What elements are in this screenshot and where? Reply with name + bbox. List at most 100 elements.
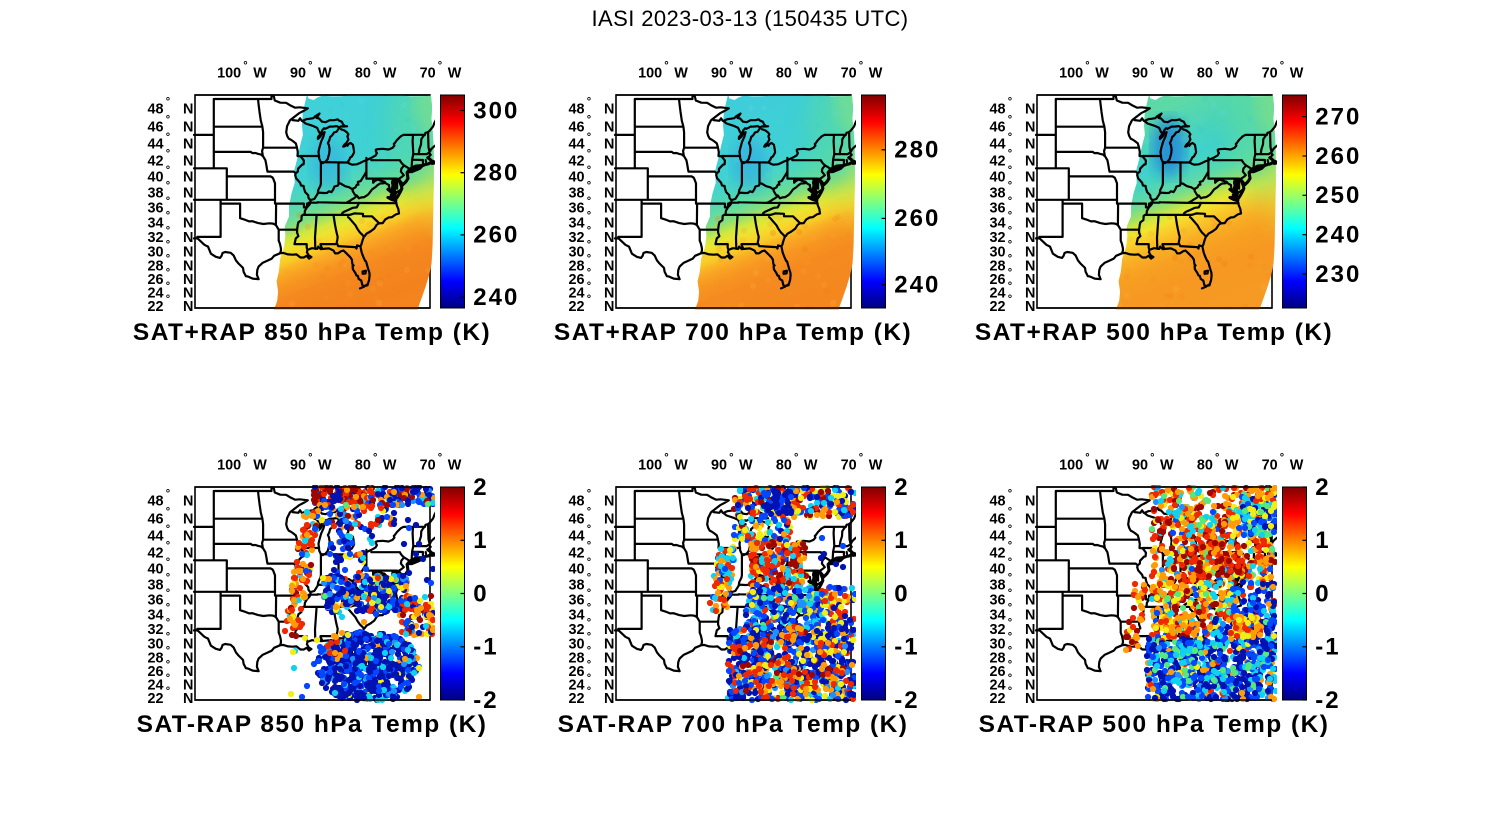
svg-text:W: W <box>869 457 883 473</box>
svg-text:46: 46 <box>989 119 1005 135</box>
svg-text:SAT+RAP 500 hPa Temp (K): SAT+RAP 500 hPa Temp (K) <box>975 319 1333 346</box>
svg-text:°: ° <box>587 556 591 568</box>
svg-text:N: N <box>183 201 193 217</box>
svg-text:70: 70 <box>1262 65 1278 81</box>
svg-text:38: 38 <box>147 577 163 593</box>
svg-text:42: 42 <box>989 153 1005 169</box>
svg-text:28: 28 <box>568 650 584 666</box>
svg-text:-1: -1 <box>894 634 919 661</box>
svg-text:W: W <box>804 65 818 81</box>
svg-text:N: N <box>1025 258 1035 274</box>
svg-text:24: 24 <box>568 678 584 694</box>
svg-text:32: 32 <box>147 622 163 638</box>
svg-text:N: N <box>604 608 614 624</box>
svg-text:34: 34 <box>568 216 584 232</box>
svg-text:°: ° <box>166 195 170 207</box>
svg-text:46: 46 <box>568 119 584 135</box>
svg-text:70: 70 <box>841 457 857 473</box>
svg-text:°: ° <box>1008 210 1012 222</box>
svg-text:N: N <box>183 664 193 680</box>
svg-text:1: 1 <box>473 527 488 554</box>
svg-text:40: 40 <box>147 170 163 186</box>
svg-text:°: ° <box>794 60 798 72</box>
svg-text:N: N <box>604 562 614 578</box>
svg-text:240: 240 <box>894 272 940 299</box>
svg-text:N: N <box>604 170 614 186</box>
svg-text:260: 260 <box>894 205 940 232</box>
svg-text:W: W <box>383 65 397 81</box>
svg-text:°: ° <box>1008 267 1012 279</box>
svg-text:N: N <box>1025 201 1035 217</box>
svg-text:N: N <box>183 216 193 232</box>
svg-text:°: ° <box>166 239 170 251</box>
svg-text:42: 42 <box>568 545 584 561</box>
svg-text:N: N <box>604 545 614 561</box>
svg-text:38: 38 <box>568 185 584 201</box>
svg-text:°: ° <box>308 452 312 464</box>
svg-text:W: W <box>869 65 883 81</box>
svg-text:24: 24 <box>989 286 1005 302</box>
svg-text:°: ° <box>1215 60 1219 72</box>
svg-text:N: N <box>183 230 193 246</box>
svg-text:90: 90 <box>711 65 727 81</box>
svg-text:°: ° <box>587 239 591 251</box>
svg-text:°: ° <box>1008 164 1012 176</box>
svg-text:36: 36 <box>147 201 163 217</box>
svg-text:W: W <box>448 65 462 81</box>
svg-text:28: 28 <box>568 258 584 274</box>
svg-text:44: 44 <box>568 137 584 153</box>
svg-text:W: W <box>318 457 332 473</box>
svg-text:36: 36 <box>568 201 584 217</box>
svg-text:°: ° <box>243 452 247 464</box>
svg-text:°: ° <box>166 253 170 265</box>
svg-text:°: ° <box>1008 180 1012 192</box>
svg-text:°: ° <box>587 506 591 518</box>
svg-text:280: 280 <box>894 137 940 164</box>
svg-text:N: N <box>183 170 193 186</box>
svg-text:N: N <box>183 493 193 509</box>
svg-text:°: ° <box>166 602 170 614</box>
svg-text:°: ° <box>166 488 170 500</box>
svg-text:W: W <box>739 65 753 81</box>
svg-text:N: N <box>1025 230 1035 246</box>
svg-text:N: N <box>604 636 614 652</box>
svg-text:32: 32 <box>989 230 1005 246</box>
svg-text:°: ° <box>587 686 591 698</box>
svg-text:°: ° <box>587 645 591 657</box>
svg-text:°: ° <box>166 631 170 643</box>
svg-text:40: 40 <box>147 562 163 578</box>
svg-text:°: ° <box>859 452 863 464</box>
svg-text:W: W <box>739 457 753 473</box>
svg-text:N: N <box>183 244 193 260</box>
svg-text:°: ° <box>587 631 591 643</box>
svg-text:°: ° <box>373 452 377 464</box>
svg-text:°: ° <box>166 572 170 584</box>
svg-text:SAT-RAP 700 hPa Temp (K): SAT-RAP 700 hPa Temp (K) <box>558 711 909 738</box>
svg-text:°: ° <box>166 523 170 535</box>
svg-text:N: N <box>1025 101 1035 117</box>
svg-text:N: N <box>183 185 193 201</box>
svg-text:N: N <box>1025 299 1035 315</box>
svg-text:°: ° <box>587 672 591 684</box>
svg-text:90: 90 <box>711 457 727 473</box>
svg-text:N: N <box>604 230 614 246</box>
svg-text:°: ° <box>166 556 170 568</box>
svg-text:W: W <box>1160 65 1174 81</box>
svg-text:°: ° <box>166 96 170 108</box>
svg-text:°: ° <box>438 60 442 72</box>
svg-text:240: 240 <box>1315 222 1361 249</box>
svg-text:24: 24 <box>147 678 163 694</box>
svg-text:44: 44 <box>568 529 584 545</box>
svg-text:°: ° <box>166 294 170 306</box>
svg-text:°: ° <box>587 131 591 143</box>
svg-text:N: N <box>604 101 614 117</box>
svg-text:44: 44 <box>147 529 163 545</box>
svg-text:260: 260 <box>473 222 519 249</box>
svg-text:°: ° <box>587 267 591 279</box>
svg-text:100: 100 <box>638 457 662 473</box>
svg-text:°: ° <box>587 96 591 108</box>
svg-text:°: ° <box>1085 60 1089 72</box>
svg-text:°: ° <box>587 602 591 614</box>
svg-text:30: 30 <box>989 244 1005 260</box>
svg-text:N: N <box>183 101 193 117</box>
